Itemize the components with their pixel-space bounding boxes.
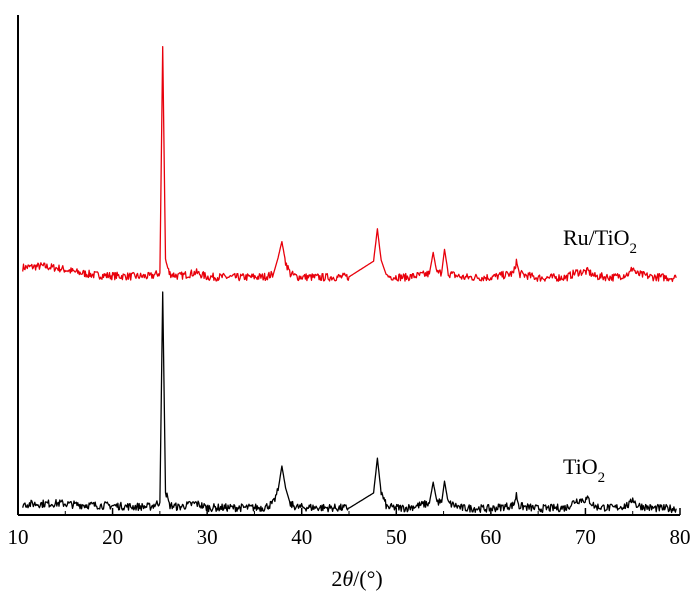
- x-tick-label: 60: [480, 525, 501, 549]
- series-label-subscript: 2: [598, 470, 606, 486]
- x-axis-title-suffix: /(°): [353, 566, 383, 591]
- x-tick-label: 50: [386, 525, 407, 549]
- series-label-ru-tio2: Ru/TiO2: [563, 225, 637, 257]
- series-label-main: TiO: [563, 454, 598, 479]
- plot-area: [22, 45, 677, 514]
- x-ticks: 10 20 30 40 50 60 70 80: [8, 508, 691, 549]
- x-tick-label: 80: [670, 525, 691, 549]
- axes: [17, 15, 680, 516]
- x-axis-title-prefix: 2: [331, 566, 342, 591]
- series-label-subscript: 2: [629, 241, 637, 257]
- x-tick-label: 30: [197, 525, 218, 549]
- x-tick-label: 40: [291, 525, 312, 549]
- series-line-tio2: [22, 291, 677, 514]
- series-label-tio2: TiO2: [563, 454, 605, 486]
- series-label-main: Ru/TiO: [563, 225, 629, 250]
- series-line-ru-tio2: [22, 45, 677, 283]
- x-axis-title-symbol: θ: [342, 566, 353, 591]
- x-axis-title: 2θ/(°): [331, 566, 382, 591]
- x-tick-label: 10: [8, 525, 29, 549]
- x-tick-label: 20: [102, 525, 123, 549]
- x-tick-label: 70: [575, 525, 596, 549]
